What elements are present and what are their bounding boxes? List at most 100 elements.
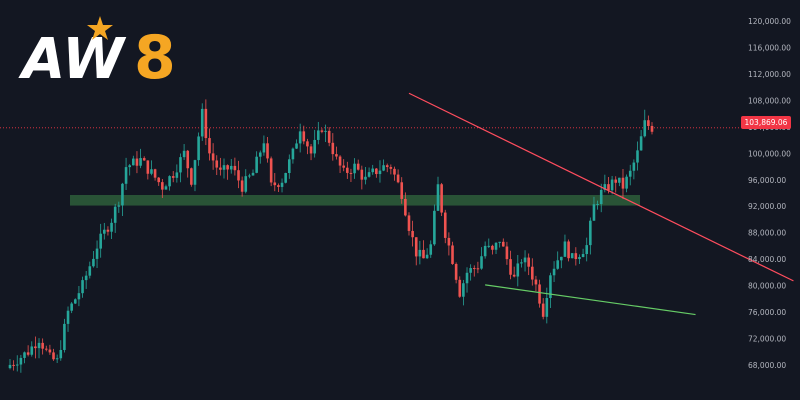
candle [349,172,353,174]
candle [73,299,77,304]
price-tick-label: 68,000.00 [748,361,786,370]
candle [494,242,498,250]
candle [277,185,280,187]
candle [34,346,37,349]
candle [219,167,222,170]
candle [567,241,570,259]
candle [599,189,603,205]
support-trendline [485,284,696,316]
resistance-trendline [408,92,794,282]
candle [570,253,574,259]
candle [92,258,95,267]
candle [255,156,258,173]
candle [258,152,262,157]
candle [527,257,530,267]
candle [509,259,512,275]
candle [534,279,538,285]
candle [251,172,255,176]
candle [266,143,269,159]
price-tick-label: 88,000.00 [748,229,786,238]
candle [309,146,313,154]
candle [317,130,320,140]
candle [469,268,472,273]
candle [353,163,356,174]
candle [375,168,378,175]
candle [647,120,650,126]
candle [458,279,462,297]
aw8-logo: AW 8 [18,16,176,86]
price-tick-label: 76,000.00 [748,308,786,317]
candle [164,186,168,190]
candle [574,253,578,260]
candle [128,165,131,168]
candle [95,248,99,259]
candle [378,170,382,175]
candle [491,245,494,250]
candle [618,177,621,183]
candle [404,198,407,216]
candle [650,125,654,132]
candle [41,342,44,349]
candle [204,108,208,139]
candle [193,160,197,185]
candle [248,175,251,177]
candle [179,157,182,173]
candle [501,241,505,247]
candle [37,342,41,349]
price-tick-label: 120,000.00 [748,17,791,26]
candle [447,237,451,246]
candle [607,184,610,191]
price-tick-label: 108,000.00 [748,97,791,106]
candle [175,172,179,178]
price-tick-label: 84,000.00 [748,255,786,264]
svg-text:AW: AW [18,27,127,86]
candle [313,139,316,154]
current-price-tag: 103,869.06 [741,116,791,129]
price-tick-label: 80,000.00 [748,282,786,291]
candle [545,298,549,317]
candle [121,183,124,206]
candle [117,205,121,207]
candle [389,167,393,169]
candle [589,220,592,246]
candle [614,179,618,183]
candle [106,229,110,232]
candle [320,130,324,132]
price-tick-label: 96,000.00 [748,176,786,185]
candle [335,154,338,157]
candle [81,280,84,294]
candle [55,358,59,360]
candle [142,158,146,161]
candle [628,170,632,177]
candle [48,349,52,353]
candle [63,323,66,350]
candle [273,182,277,186]
candle [113,206,117,223]
candle [541,303,545,317]
candle [77,293,81,300]
candle [306,141,309,147]
candle [596,204,599,206]
candle [480,256,483,269]
star-icon [87,16,113,40]
price-tick-label: 112,000.00 [748,70,791,79]
candle [208,138,211,154]
candle [603,184,607,190]
candle [44,348,48,350]
candle [425,254,429,259]
candle [621,177,625,189]
support-zone [70,194,640,206]
candle [385,165,389,168]
candle [552,268,556,276]
candle [84,275,88,281]
candle [182,150,186,158]
candle [556,260,559,269]
candle [168,176,171,187]
candle [643,120,647,137]
candle [462,283,465,297]
candle [418,249,422,257]
candle [578,257,581,260]
candle [291,148,295,160]
